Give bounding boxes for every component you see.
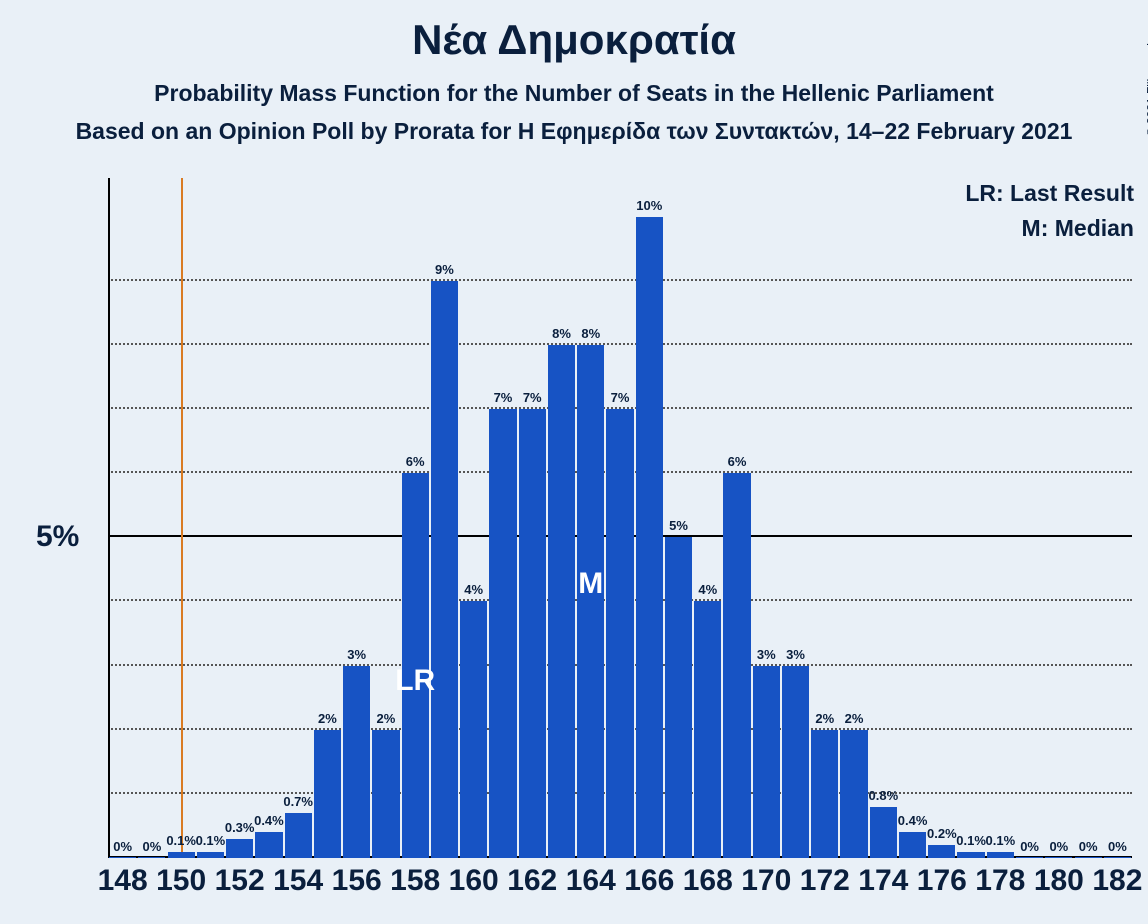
bar-value-label: 2% xyxy=(377,711,396,726)
x-tick-label: 156 xyxy=(332,864,382,898)
bar-value-label: 0.7% xyxy=(283,794,313,809)
x-tick-label: 176 xyxy=(917,864,967,898)
bar-value-label: 6% xyxy=(406,454,425,469)
bar-value-label: 4% xyxy=(464,582,483,597)
last-result-line xyxy=(181,178,183,858)
x-tick-label: 178 xyxy=(975,864,1025,898)
bar-value-label: 0.4% xyxy=(898,813,928,828)
x-tick-label: 164 xyxy=(566,864,616,898)
bar xyxy=(226,839,253,858)
grid-line xyxy=(108,343,1132,345)
bar xyxy=(928,845,955,858)
bar xyxy=(694,601,721,858)
bar xyxy=(840,730,867,858)
bar xyxy=(665,537,692,858)
bar-value-label: 0% xyxy=(1049,839,1068,854)
x-tick-label: 160 xyxy=(449,864,499,898)
bar-value-label: 0.8% xyxy=(868,788,898,803)
chart-subtitle-1: Probability Mass Function for the Number… xyxy=(0,80,1148,107)
bar xyxy=(285,813,312,858)
bar xyxy=(255,832,282,858)
bar xyxy=(168,852,195,858)
bar-value-label: 7% xyxy=(523,390,542,405)
bar xyxy=(723,473,750,858)
bar xyxy=(109,857,136,858)
x-tick-label: 180 xyxy=(1034,864,1084,898)
bar-value-label: 3% xyxy=(347,647,366,662)
bar xyxy=(606,409,633,858)
bar xyxy=(636,217,663,859)
bar-value-label: 0% xyxy=(142,839,161,854)
bar-value-label: 10% xyxy=(636,198,662,213)
x-tick-label: 168 xyxy=(683,864,733,898)
bar-value-label: 0% xyxy=(113,839,132,854)
x-tick-label: 166 xyxy=(624,864,674,898)
bar xyxy=(782,666,809,858)
bar xyxy=(987,852,1014,858)
bar-value-label: 8% xyxy=(581,326,600,341)
bar xyxy=(343,666,370,858)
bar-value-label: 2% xyxy=(318,711,337,726)
plot-area: 0%0%0.1%0.1%0.3%0.4%0.7%2%3%2%6%9%4%7%7%… xyxy=(108,178,1132,858)
bar-value-label: 0% xyxy=(1108,839,1127,854)
bar xyxy=(431,281,458,858)
bar xyxy=(519,409,546,858)
x-tick-label: 152 xyxy=(215,864,265,898)
y-axis xyxy=(108,178,110,858)
grid-line xyxy=(108,279,1132,281)
annotation-M: M xyxy=(578,567,603,601)
bar xyxy=(314,730,341,858)
x-tick-label: 170 xyxy=(741,864,791,898)
bar xyxy=(372,730,399,858)
bar-value-label: 7% xyxy=(611,390,630,405)
x-tick-label: 172 xyxy=(800,864,850,898)
bar-value-label: 0.2% xyxy=(927,826,957,841)
bar xyxy=(811,730,838,858)
bar-value-label: 0.1% xyxy=(986,833,1016,848)
bar xyxy=(1075,857,1102,858)
bar-value-label: 2% xyxy=(815,711,834,726)
bar xyxy=(548,345,575,858)
bar xyxy=(1016,857,1043,858)
x-tick-label: 150 xyxy=(156,864,206,898)
bar-value-label: 0.1% xyxy=(956,833,986,848)
bar-value-label: 2% xyxy=(845,711,864,726)
x-tick-label: 148 xyxy=(98,864,148,898)
bar-value-label: 4% xyxy=(698,582,717,597)
chart-title: Νέα Δημοκρατία xyxy=(0,16,1148,64)
bar xyxy=(870,807,897,858)
bar xyxy=(957,852,984,858)
bar-value-label: 3% xyxy=(757,647,776,662)
bar-value-label: 9% xyxy=(435,262,454,277)
bar xyxy=(1045,857,1072,858)
x-tick-label: 162 xyxy=(507,864,557,898)
bar-value-label: 0.1% xyxy=(166,833,196,848)
chart-root: Νέα Δημοκρατία Probability Mass Function … xyxy=(0,0,1148,924)
bar-value-label: 0% xyxy=(1079,839,1098,854)
bar-value-label: 5% xyxy=(669,518,688,533)
bar-value-label: 0.4% xyxy=(254,813,284,828)
x-tick-label: 154 xyxy=(273,864,323,898)
bar xyxy=(753,666,780,858)
bar xyxy=(138,857,165,858)
bar-value-label: 8% xyxy=(552,326,571,341)
bar-value-label: 7% xyxy=(494,390,513,405)
bar-value-label: 0% xyxy=(1020,839,1039,854)
x-tick-label: 174 xyxy=(858,864,908,898)
x-tick-label: 182 xyxy=(1092,864,1142,898)
bar xyxy=(197,852,224,858)
bar-value-label: 0.3% xyxy=(225,820,255,835)
bar-value-label: 0.1% xyxy=(196,833,226,848)
bar xyxy=(460,601,487,858)
bar xyxy=(1104,857,1131,858)
bar xyxy=(489,409,516,858)
bar xyxy=(899,832,926,858)
bar-value-label: 3% xyxy=(786,647,805,662)
bar-value-label: 6% xyxy=(728,454,747,469)
chart-subtitle-2: Based on an Opinion Poll by Prorata for … xyxy=(0,118,1148,145)
copyright: © 2021 Filip van Laenen xyxy=(1144,6,1148,136)
annotation-LR: LR xyxy=(395,664,435,698)
y-tick-label: 5% xyxy=(36,520,79,554)
x-tick-label: 158 xyxy=(390,864,440,898)
